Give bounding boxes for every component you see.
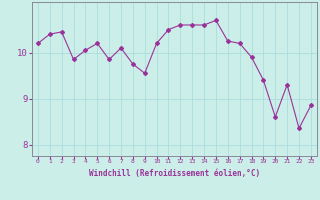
X-axis label: Windchill (Refroidissement éolien,°C): Windchill (Refroidissement éolien,°C) — [89, 169, 260, 178]
